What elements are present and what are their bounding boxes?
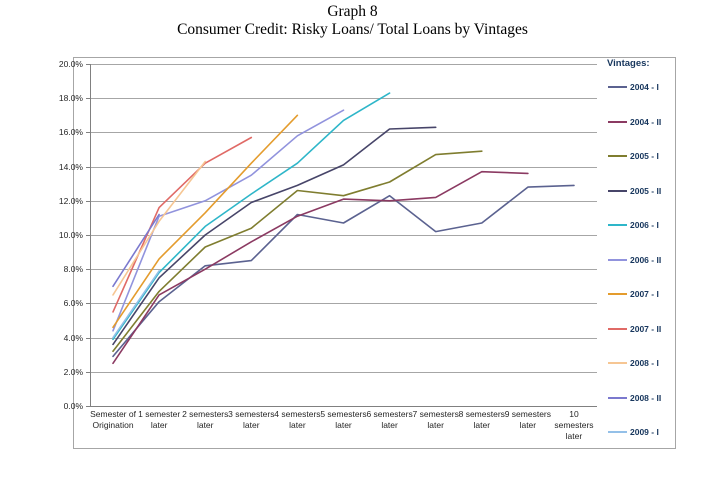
y-tick-label: 4.0% [64, 333, 84, 343]
x-category-label: 4 semesters [274, 409, 320, 419]
chart-outer-border [73, 57, 676, 449]
x-category-label: 1 semester [138, 409, 180, 419]
legend-swatch [608, 120, 627, 123]
legend-series-label: 2009 - I [630, 427, 659, 437]
legend-series-label: 2004 - II [630, 116, 662, 127]
legend-series-label: 2007 - I [630, 289, 659, 299]
y-tick-label: 14.0% [59, 162, 84, 172]
series-line-2004-I [112, 184, 575, 358]
x-category-label: later [243, 420, 260, 430]
series-line-2007-I [112, 114, 299, 329]
chart-title: Graph 8 [327, 3, 378, 20]
series-line-2004-II [112, 170, 529, 365]
series-line-2005-II [112, 126, 437, 346]
y-tick-label: 6.0% [64, 298, 84, 308]
legend-series-label: 2004 - I [630, 82, 659, 92]
x-category-label: later [151, 420, 168, 430]
chart-title-block: Graph 8 Consumer Credit: Risky Loans/ To… [0, 3, 705, 39]
legend-series-label: 2007 - II [630, 323, 662, 334]
legend-item: 2007 - II [608, 324, 661, 334]
x-category-label: 5 semesters [320, 409, 366, 419]
legend-item: 2004 - I [608, 82, 659, 92]
legend-item: 2008 - II [608, 393, 661, 403]
x-category-label: later [197, 420, 214, 430]
x-category-label: 2 semesters [182, 409, 228, 419]
legend-swatch [608, 258, 627, 261]
x-category-label: 9 semesters [505, 409, 551, 419]
x-category-label: Semester of [90, 409, 136, 419]
x-category-label: later [335, 420, 352, 430]
x-category-label: semesters [554, 420, 593, 430]
legend-item: 2008 - I [608, 358, 659, 368]
y-tick-label: 20.0% [59, 59, 84, 69]
legend-item: 2006 - II [608, 255, 661, 265]
legend-title: Vintages: [607, 58, 650, 69]
x-category-label: later [520, 420, 537, 430]
y-tick-label: 16.0% [59, 127, 84, 137]
legend-swatch [608, 155, 627, 157]
x-category-label: 8 semesters [459, 409, 505, 419]
y-tick-label: 10.0% [59, 230, 84, 240]
series-line-2009-I [112, 270, 160, 339]
legend-item: 2005 - II [608, 186, 661, 196]
legend-series-label: 2008 - II [630, 392, 662, 403]
series-line-2008-I [112, 160, 206, 296]
x-category-label: later [381, 420, 398, 430]
legend-swatch [608, 189, 627, 192]
x-category-label: 10 [569, 409, 579, 419]
legend-item: 2005 - I [608, 151, 659, 161]
legend-swatch [608, 224, 627, 226]
legend-swatch [608, 327, 627, 330]
legend-swatch [608, 396, 627, 399]
legend-series-label: 2006 - I [630, 220, 659, 230]
y-tick-label: 8.0% [64, 264, 84, 274]
x-category-label: later [566, 431, 583, 441]
x-category-label: later [289, 420, 306, 430]
legend-series-label: 2005 - I [630, 151, 659, 161]
legend-item: 2006 - I [608, 220, 659, 230]
y-tick-label: 0.0% [64, 401, 84, 411]
legend-swatch [608, 362, 627, 364]
x-category-label: 7 semesters [413, 409, 459, 419]
series-line-2005-I [112, 150, 483, 353]
chart-subtitle: Consumer Credit: Risky Loans/ Total Loan… [177, 21, 528, 38]
series-line-2007-II [112, 136, 253, 313]
x-category-label: Origination [92, 420, 133, 430]
legend-swatch [608, 431, 627, 433]
legend-item: 2007 - I [608, 289, 659, 299]
x-category-label: later [473, 420, 490, 430]
y-tick-label: 18.0% [59, 93, 84, 103]
x-category-label: later [427, 420, 444, 430]
legend-series-label: 2005 - II [630, 185, 662, 196]
y-tick-label: 12.0% [59, 196, 84, 206]
series-line-2006-I [112, 92, 391, 341]
x-category-label: 3 semesters [228, 409, 274, 419]
legend-swatch [608, 86, 627, 88]
chart-legend: Vintages: 2004 - I 2004 - II 2005 - I 2005 … [604, 58, 682, 437]
legend-item: 2009 - I [608, 427, 659, 437]
legend-series-label: 2006 - II [630, 254, 662, 265]
legend-swatch [608, 293, 627, 295]
legend-series-label: 2008 - I [630, 358, 659, 368]
legend-item: 2004 - II [608, 117, 661, 127]
y-tick-label: 2.0% [64, 367, 84, 377]
series-line-2006-II [112, 109, 345, 332]
series-line-2008-II [112, 213, 160, 288]
x-category-label: 6 semesters [366, 409, 412, 419]
